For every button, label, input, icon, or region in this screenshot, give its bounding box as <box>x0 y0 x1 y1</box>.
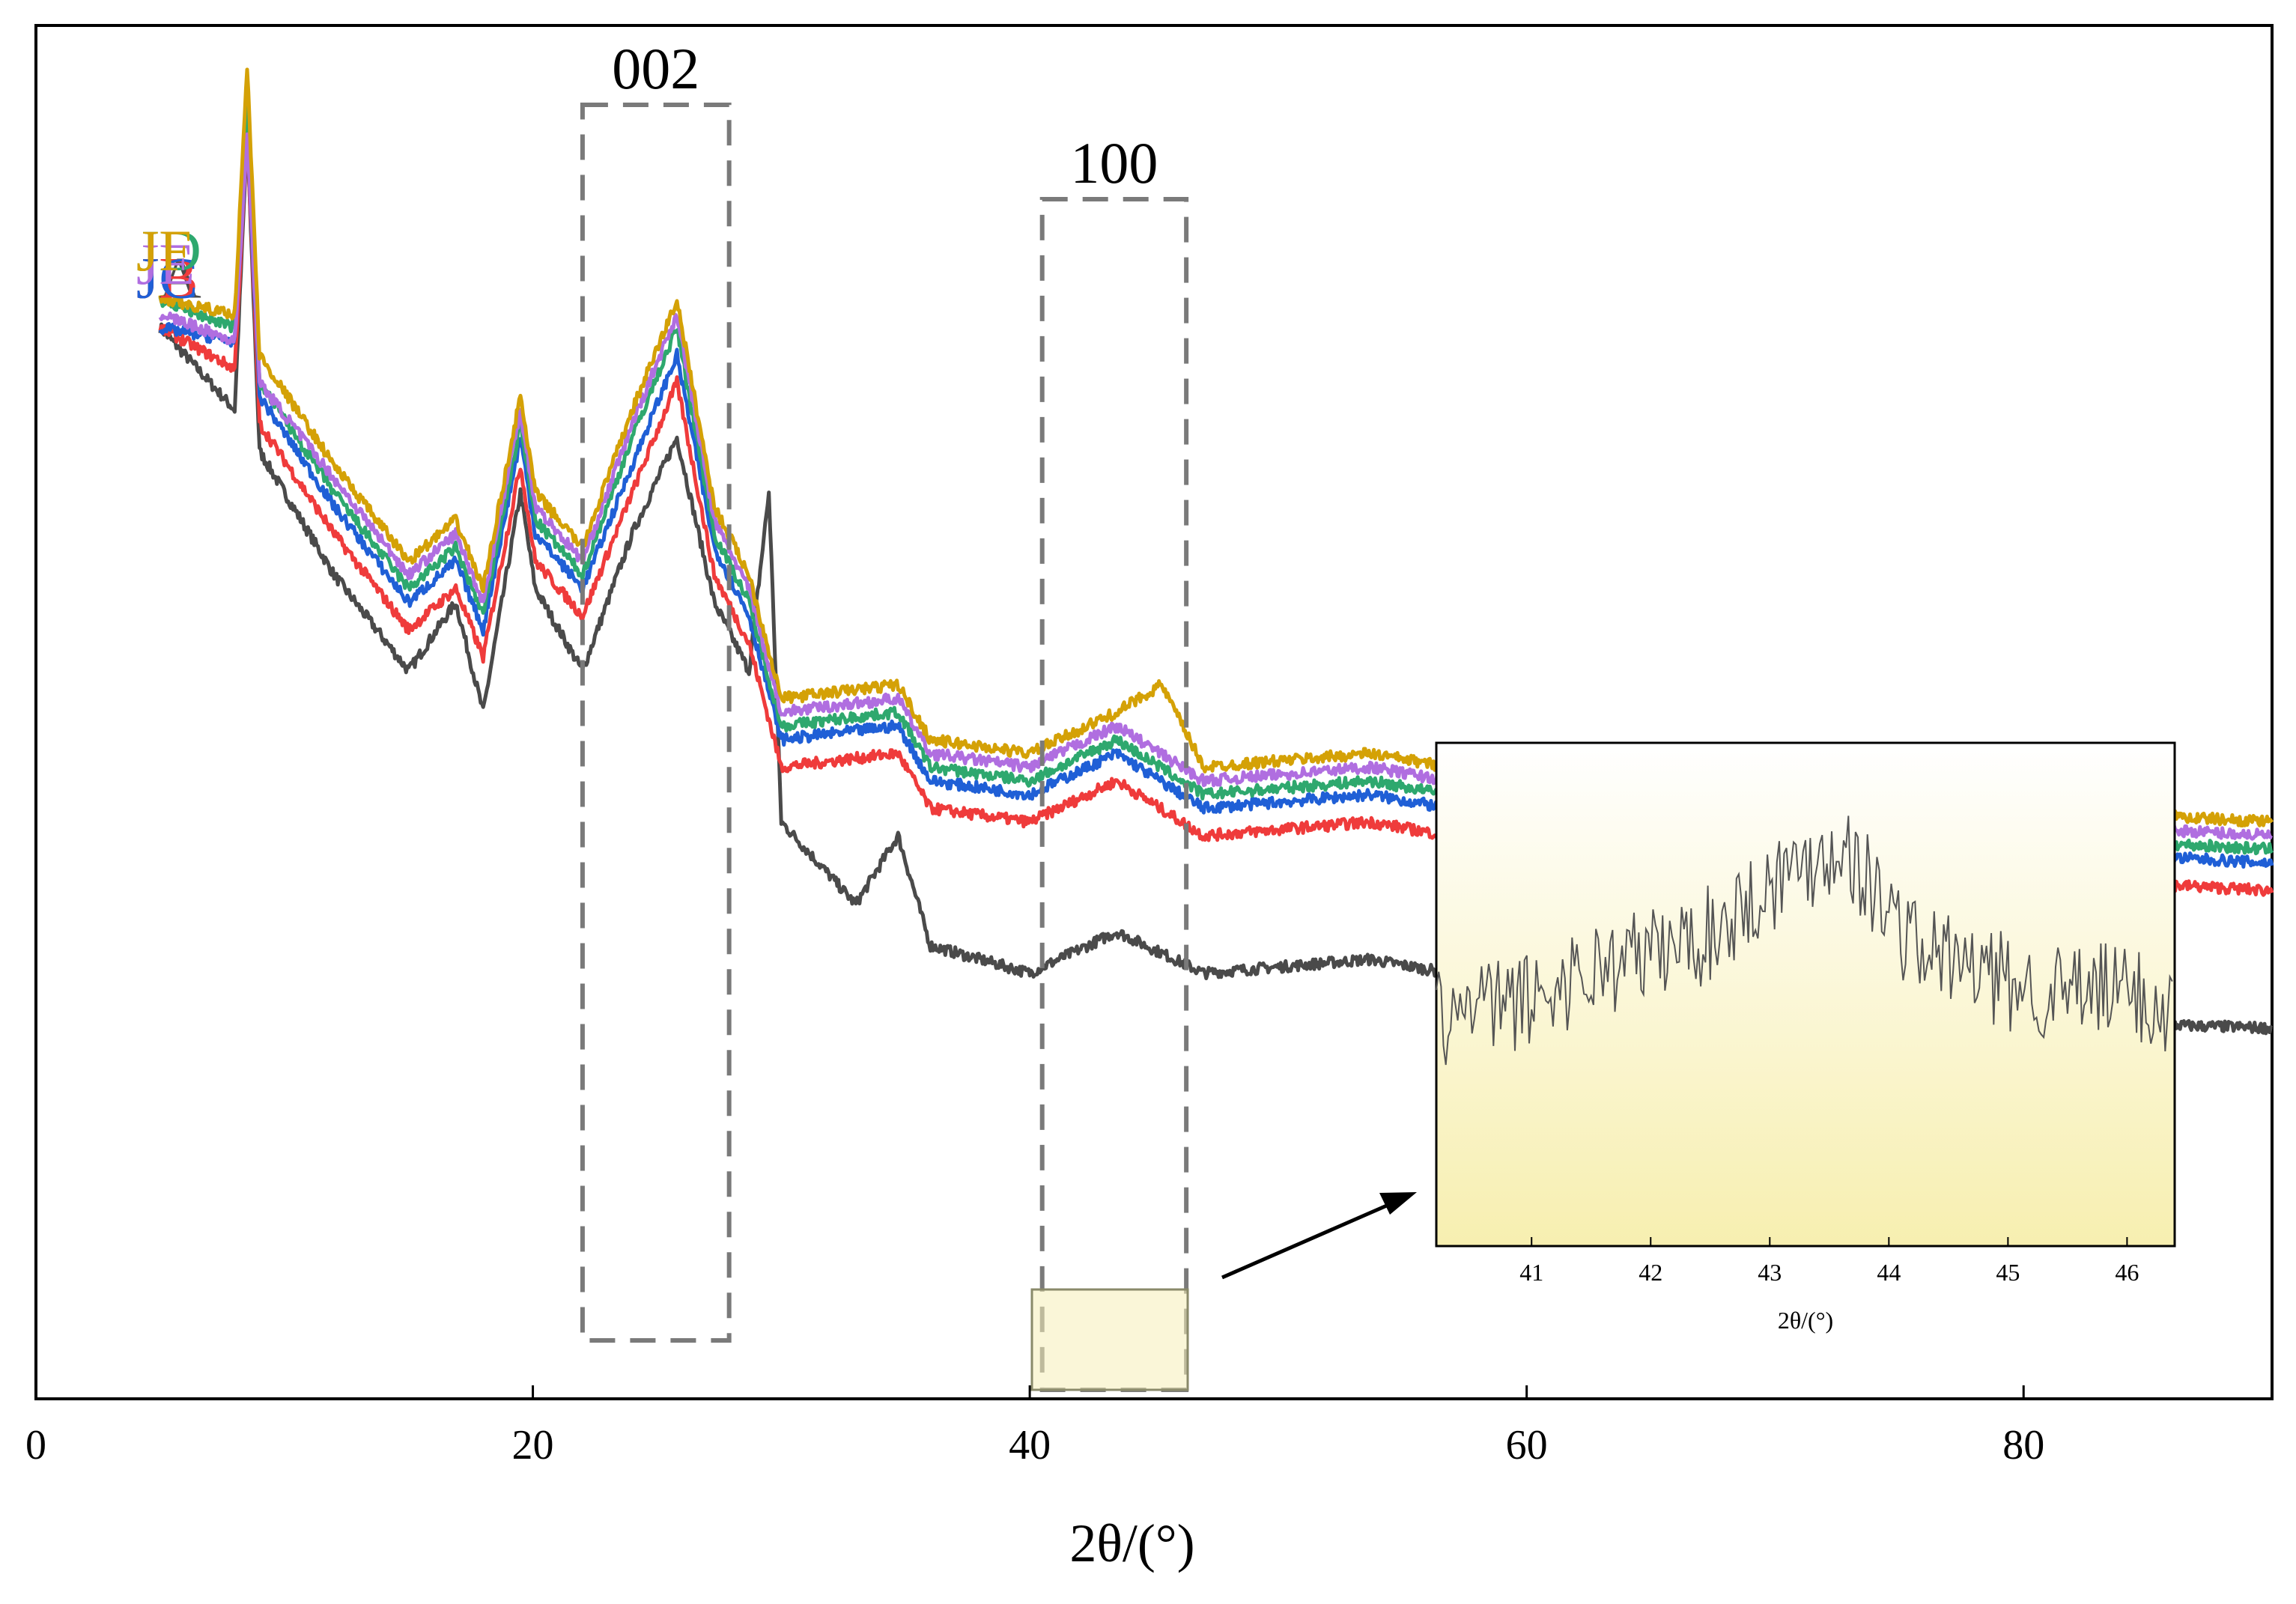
inset-tick-label-46: 46 <box>2115 1259 2139 1286</box>
series-label-je: JE <box>136 231 195 297</box>
inset-tick-label-44: 44 <box>1877 1259 1901 1286</box>
series-label-jb: JB <box>136 245 198 310</box>
x-tick-label-40: 40 <box>1009 1422 1051 1468</box>
annotation-boxes: 002 100 <box>580 36 1189 1392</box>
box-100 <box>1039 197 1189 1392</box>
inset-series-line <box>1436 815 2173 1066</box>
x-ticks: 0 20 40 60 80 <box>25 1385 2044 1468</box>
inset-tick-label-43: 43 <box>1758 1259 1782 1286</box>
box-label-100: 100 <box>1070 130 1158 195</box>
series-label-jc: JC <box>136 245 198 310</box>
inset-x-axis-title: 2θ/(°) <box>1778 1307 1833 1334</box>
zoom-arrowhead <box>1379 1192 1417 1215</box>
inset-tick-label-45: 45 <box>1996 1259 2020 1286</box>
x-tick-label-0: 0 <box>25 1422 46 1468</box>
zoom-highlight <box>1030 1288 1189 1391</box>
inset-tick-label-42: 42 <box>1639 1259 1662 1286</box>
series-label-jd: JD <box>136 218 201 283</box>
inset-tick-label-41: 41 <box>1519 1259 1543 1286</box>
inset-panel: 41 42 43 44 45 46 2θ/(°) <box>1435 741 2176 1334</box>
inset-ticks: 41 42 43 44 45 46 <box>1519 1237 2139 1286</box>
box-002 <box>580 103 732 1343</box>
x-axis-title: 2θ/(°) <box>1069 1513 1194 1573</box>
series-label-jf: JF <box>136 218 192 283</box>
series-label-ja: JA <box>136 245 201 310</box>
box-label-002: 002 <box>612 36 699 101</box>
x-tick-label-80: 80 <box>2002 1422 2044 1468</box>
x-tick-label-60: 60 <box>1506 1422 1548 1468</box>
x-tick-label-20: 20 <box>512 1422 554 1468</box>
inset-line <box>1436 815 2173 1066</box>
zoom-arrow <box>1221 1197 1402 1280</box>
